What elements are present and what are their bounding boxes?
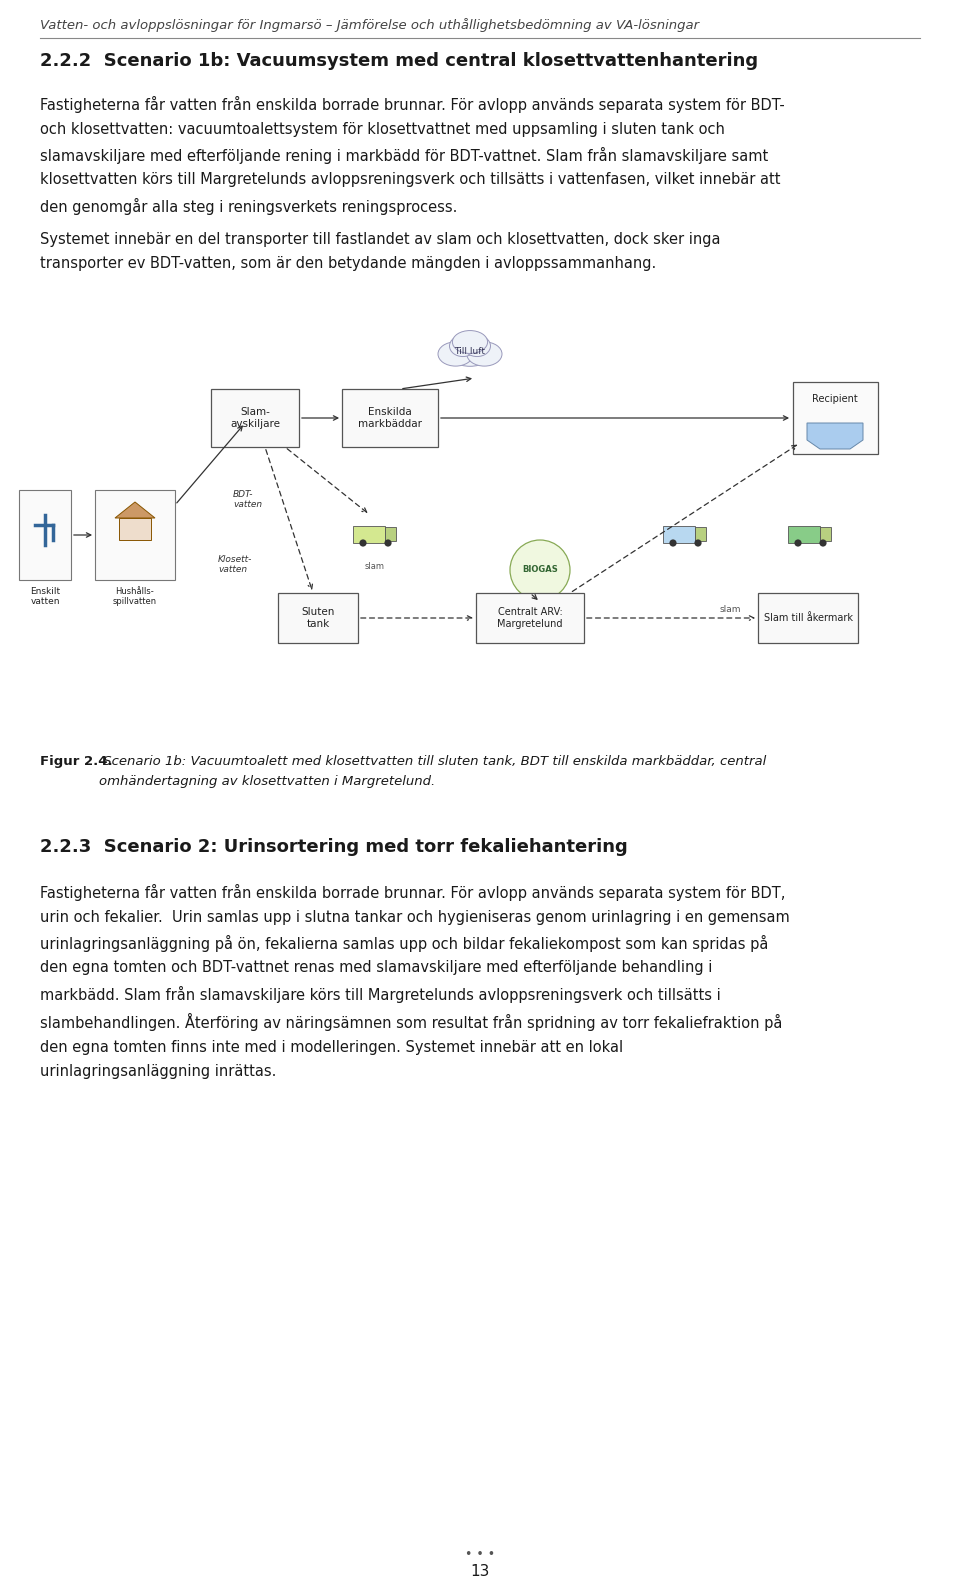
Circle shape (820, 540, 827, 546)
Text: Fastigheterna får vatten från enskilda borrade brunnar. För avlopp används separ: Fastigheterna får vatten från enskilda b… (40, 885, 790, 1078)
Text: Fastigheterna får vatten från enskilda borrade brunnar. För avlopp används separ: Fastigheterna får vatten från enskilda b… (40, 95, 785, 214)
FancyBboxPatch shape (278, 592, 358, 643)
FancyBboxPatch shape (820, 527, 831, 542)
FancyBboxPatch shape (663, 526, 695, 543)
FancyBboxPatch shape (211, 389, 299, 446)
Polygon shape (115, 502, 155, 518)
Text: Recipient: Recipient (812, 394, 858, 403)
Ellipse shape (467, 341, 502, 367)
FancyBboxPatch shape (758, 592, 858, 643)
Text: 13: 13 (470, 1564, 490, 1580)
FancyBboxPatch shape (695, 527, 706, 542)
FancyBboxPatch shape (19, 491, 71, 580)
FancyBboxPatch shape (119, 518, 151, 540)
Circle shape (694, 540, 702, 546)
Text: Slam-
avskiljare: Slam- avskiljare (230, 407, 280, 429)
FancyBboxPatch shape (385, 527, 396, 542)
FancyBboxPatch shape (788, 526, 820, 543)
Text: Hushålls-
spillvatten: Hushålls- spillvatten (113, 588, 157, 607)
Text: Slam till åkermark: Slam till åkermark (763, 613, 852, 622)
Circle shape (359, 540, 367, 546)
FancyBboxPatch shape (353, 526, 385, 543)
Circle shape (795, 540, 802, 546)
FancyBboxPatch shape (476, 592, 584, 643)
Text: 2.2.2  Scenario 1b: Vacuumsystem med central klosettvattenhantering: 2.2.2 Scenario 1b: Vacuumsystem med cent… (40, 52, 758, 70)
FancyBboxPatch shape (342, 389, 438, 446)
Text: Enskilt
vatten: Enskilt vatten (30, 588, 60, 607)
Text: BIOGAS: BIOGAS (522, 565, 558, 575)
FancyBboxPatch shape (793, 383, 877, 454)
FancyBboxPatch shape (95, 491, 175, 580)
Text: Till luft: Till luft (454, 348, 486, 356)
Text: Vatten- och avloppslösningar för Ingmarsö – Jämförelse och uthållighetsbedömning: Vatten- och avloppslösningar för Ingmars… (40, 17, 700, 32)
Circle shape (669, 540, 677, 546)
Text: Scenario 1b: Vacuumtoalett med klosettvatten till sluten tank, BDT till enskilda: Scenario 1b: Vacuumtoalett med klosettva… (99, 754, 766, 788)
Text: Figur 2.4.: Figur 2.4. (40, 754, 113, 769)
Ellipse shape (438, 341, 473, 367)
Text: Systemet innebär en del transporter till fastlandet av slam och klosettvatten, d: Systemet innebär en del transporter till… (40, 232, 721, 270)
Text: Centralt ARV:
Margretelund: Centralt ARV: Margretelund (497, 607, 563, 629)
Ellipse shape (449, 335, 476, 357)
Circle shape (510, 540, 570, 600)
Text: BDT-
vatten: BDT- vatten (233, 491, 262, 510)
Text: 2.2.3  Scenario 2: Urinsortering med torr fekaliehantering: 2.2.3 Scenario 2: Urinsortering med torr… (40, 838, 628, 856)
Text: slam: slam (365, 562, 385, 572)
Ellipse shape (447, 338, 492, 367)
Text: slam: slam (720, 605, 741, 615)
Text: Enskilda
markbäddar: Enskilda markbäddar (358, 407, 422, 429)
Text: Klosett-
vatten: Klosett- vatten (218, 554, 252, 575)
Ellipse shape (464, 335, 491, 357)
Text: Sluten
tank: Sluten tank (301, 607, 335, 629)
Polygon shape (807, 422, 863, 449)
Text: • • •: • • • (465, 1548, 495, 1561)
Ellipse shape (452, 330, 488, 354)
Circle shape (384, 540, 392, 546)
